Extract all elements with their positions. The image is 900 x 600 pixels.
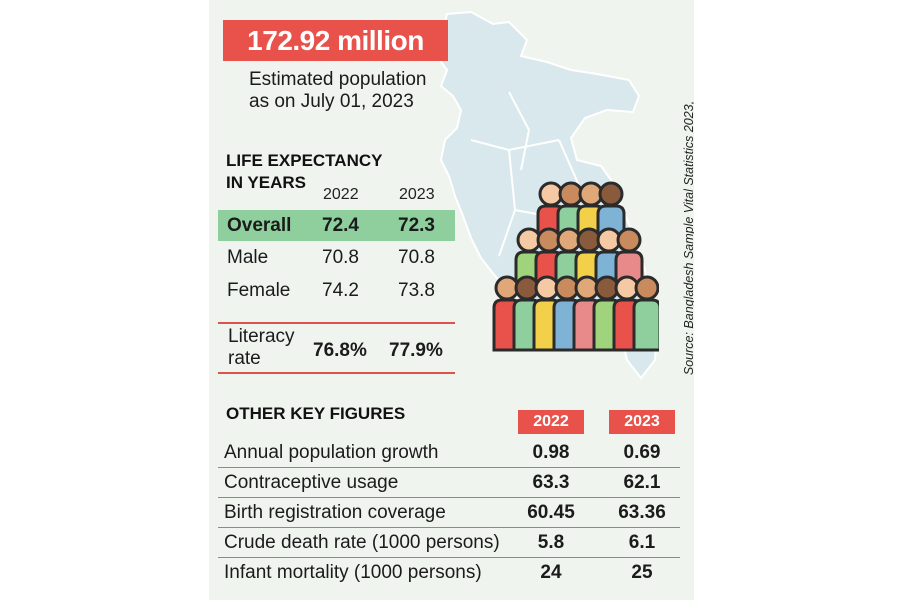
kf-label: Infant mortality (1000 persons) xyxy=(224,562,482,583)
literacy-bottom-rule xyxy=(218,372,455,374)
le-row-2022: 70.8 xyxy=(322,247,359,268)
kf-row: Annual population growth 0.98 0.69 xyxy=(218,438,680,468)
le-row-label: Overall xyxy=(227,215,292,236)
le-row-2023: 70.8 xyxy=(398,247,435,268)
kf-label: Crude death rate (1000 persons) xyxy=(224,532,500,553)
population-caption: Estimated population as on July 01, 2023 xyxy=(249,69,427,112)
le-row-label: Male xyxy=(227,247,269,268)
kf-2023: 6.1 xyxy=(628,532,656,553)
kf-2023: 62.1 xyxy=(623,472,661,493)
population-headline: 172.92 million xyxy=(223,20,448,61)
kf-year-2022: 2022 xyxy=(518,410,584,434)
le-row-2022: 74.2 xyxy=(322,280,359,301)
le-row-overall: Overall 72.4 72.3 xyxy=(218,210,455,241)
person-figure xyxy=(632,275,659,352)
kf-2023: 63.36 xyxy=(618,502,666,523)
literacy-2022: 76.8% xyxy=(313,340,367,361)
kf-2022: 63.3 xyxy=(532,472,570,493)
source-note: Source: Bangladesh Sample Vital Statisti… xyxy=(679,88,694,388)
kf-year-2023: 2023 xyxy=(609,410,675,434)
le-year-2023: 2023 xyxy=(399,186,435,203)
source-text: Source: Bangladesh Sample Vital Statisti… xyxy=(682,100,694,376)
crowd-people-icon xyxy=(489,162,659,362)
infographic-panel: 172.92 million Estimated population as o… xyxy=(209,0,694,600)
le-year-2022: 2022 xyxy=(323,186,359,203)
life-expectancy-title: LIFE EXPECTANCY IN YEARS xyxy=(226,151,383,192)
kf-row: Infant mortality (1000 persons) 24 25 xyxy=(218,558,680,587)
kf-label: Birth registration coverage xyxy=(224,502,446,523)
literacy-top-rule xyxy=(218,322,455,324)
literacy-2023: 77.9% xyxy=(389,340,443,361)
kf-2022: 5.8 xyxy=(537,532,565,553)
le-row-2023: 72.3 xyxy=(398,215,435,236)
kf-2023: 25 xyxy=(631,562,653,583)
kf-2022: 0.98 xyxy=(532,442,570,463)
kf-label: Annual population growth xyxy=(224,442,439,463)
kf-row: Crude death rate (1000 persons) 5.8 6.1 xyxy=(218,528,680,558)
le-row-label: Female xyxy=(227,280,291,301)
le-row-2023: 73.8 xyxy=(398,280,435,301)
kf-2022: 60.45 xyxy=(527,502,575,523)
literacy-label: Literacy rate xyxy=(228,326,295,369)
le-row-male: Male 70.8 70.8 xyxy=(218,242,455,273)
kf-row: Contraceptive usage 63.3 62.1 xyxy=(218,468,680,498)
le-row-2022: 72.4 xyxy=(322,215,359,236)
kf-label: Contraceptive usage xyxy=(224,472,399,493)
key-figures-title: OTHER KEY FIGURES xyxy=(226,404,406,423)
kf-row: Birth registration coverage 60.45 63.36 xyxy=(218,498,680,528)
le-row-female: Female 74.2 73.8 xyxy=(218,275,455,306)
kf-2023: 0.69 xyxy=(623,442,661,463)
kf-2022: 24 xyxy=(540,562,562,583)
